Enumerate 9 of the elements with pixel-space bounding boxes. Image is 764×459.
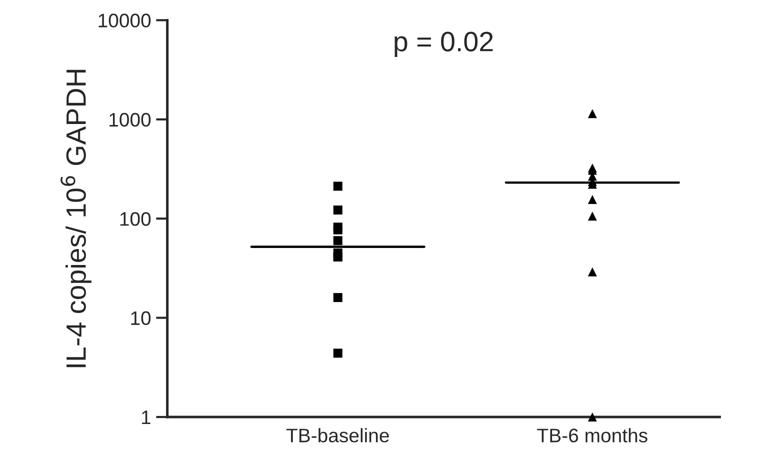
y-tick-label: 1 [142, 410, 150, 424]
annotation: p = 0.02 [394, 32, 493, 57]
y-axis-title: IL-4 copies/ 10$^{6}$ GAPDH [60, 70, 92, 368]
y-tick-label: 10 [131, 311, 151, 326]
y-tick-label: 10000 [98, 14, 151, 28]
x-tick-label: TB-baseline [286, 428, 389, 442]
y-tick-label: 1000 [110, 112, 151, 127]
y-tick-label: 100 [120, 212, 151, 226]
x-tick-label: TB-6 months [537, 428, 648, 442]
